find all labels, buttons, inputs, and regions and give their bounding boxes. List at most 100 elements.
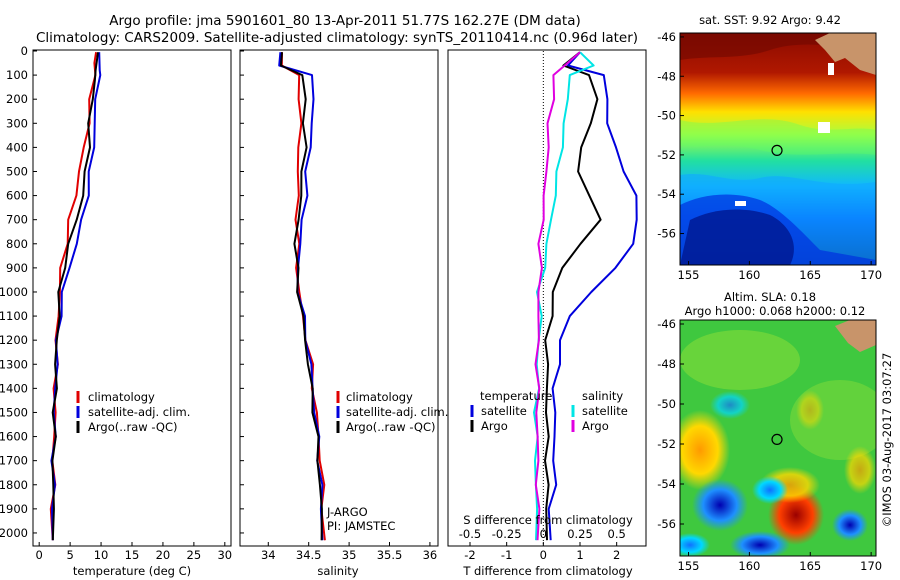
x-tick-label: 155 <box>678 559 700 573</box>
x-tick-label: 170 <box>860 559 882 573</box>
s-tick-label: -0.25 <box>492 527 522 541</box>
legend-label-argo: Argo(..raw -QC) <box>88 420 178 434</box>
x-tick-label: 20 <box>156 548 171 562</box>
y-tick-label: 600 <box>6 189 28 203</box>
figure-title: Argo profile: jma 5901601_80 13-Apr-2011… <box>109 13 581 29</box>
x-tick-label: 35.5 <box>377 548 403 562</box>
legend-label-satellite-adj: satellite-adj. clim. <box>346 405 448 419</box>
sla-map-panel: Altim. SLA: 0.18 Argo h1000: 0.068 h2000… <box>657 290 882 573</box>
y-tick-label: -46 <box>657 317 676 331</box>
x-tick-label: 0 <box>36 548 43 562</box>
y-tick-label: 300 <box>6 116 28 130</box>
legend-label-climatology: climatology <box>346 390 413 404</box>
x-tick-label: 5 <box>66 548 73 562</box>
temperature-legend: climatology satellite-adj. clim. Argo(..… <box>76 390 190 434</box>
land-island <box>735 201 746 206</box>
sst-map-frame <box>679 32 877 266</box>
x-tick-label: 30 <box>217 548 232 562</box>
y-tick-label: 100 <box>6 68 28 82</box>
legend-label-climatology: climatology <box>88 390 155 404</box>
y-tick-label: -48 <box>657 357 676 371</box>
s-tick-label: -0.5 <box>459 527 481 541</box>
land-island <box>828 63 834 75</box>
difference-legend: temperature salinity satellite Argo sate… <box>470 389 628 433</box>
argo-float-marker <box>771 433 783 445</box>
legend-label-argo: Argo(..raw -QC) <box>346 420 436 434</box>
x-tick-label: 160 <box>738 268 760 282</box>
y-tick-label: -52 <box>657 148 676 162</box>
legend-header-salinity: salinity <box>582 389 623 403</box>
sst-heatmap <box>680 33 876 265</box>
y-tick-label: 1600 <box>0 430 28 444</box>
legend-label-s-satellite: satellite <box>582 404 628 418</box>
y-tick-label: 900 <box>6 261 28 275</box>
temperature-axes <box>32 49 232 547</box>
salinity-legend: climatology satellite-adj. clim. Argo(..… <box>336 390 448 434</box>
sst-map-panel: sat. SST: 9.92 Argo: 9.42 155 160 165 170 -4… <box>657 13 882 282</box>
salinity-panel: 34 34.5 35 35.5 36 climatology satellite-adj… <box>239 49 448 578</box>
legend-header-temperature: temperature <box>480 389 552 403</box>
series-line-argo <box>544 51 602 541</box>
figure-subtitle: Climatology: CARS2009. Satellite-adjuste… <box>36 30 638 46</box>
x-tick-label: 10 <box>94 548 109 562</box>
x-tick-label: 165 <box>799 559 821 573</box>
t-difference-xlabel: T difference from climatology <box>462 564 633 578</box>
sst-map-title: sat. SST: 9.92 Argo: 9.42 <box>699 13 841 27</box>
x-tick-label: 25 <box>187 548 202 562</box>
legend-label-t-satellite: satellite <box>481 404 527 418</box>
legend-label-s-argo: Argo <box>582 419 609 433</box>
y-tick-label: 400 <box>6 140 28 154</box>
temperature-xlabel: temperature (deg C) <box>73 564 191 578</box>
y-tick-label: 1500 <box>0 405 28 419</box>
y-tick-label: -56 <box>657 227 676 241</box>
y-tick-label: 500 <box>6 164 28 178</box>
y-tick-label: 1000 <box>0 285 28 299</box>
x-tick-label: 1 <box>576 548 583 562</box>
x-tick-label: 15 <box>125 548 140 562</box>
y-tick-label: 200 <box>6 92 28 106</box>
series-line-argo-raw-qc- <box>51 52 99 541</box>
y-tick-label: -50 <box>657 109 676 123</box>
y-tick-label: 2000 <box>0 526 28 540</box>
series-line-argo-raw-qc- <box>279 52 323 541</box>
y-tick-label: -52 <box>657 437 676 451</box>
x-tick-label: 34.5 <box>296 548 322 562</box>
salinity-xlabel: salinity <box>317 564 358 578</box>
legend-label-t-argo: Argo <box>481 419 508 433</box>
difference-panel: -2 -1 0 1 2 temperature salinity satellite A… <box>447 49 647 578</box>
x-tick-label: 165 <box>799 268 821 282</box>
x-tick-label: 0 <box>540 548 547 562</box>
x-tick-label: 34 <box>261 548 276 562</box>
temperature-panel: 0100200300400500600700800900100011001200… <box>0 44 232 578</box>
y-tick-label: 1700 <box>0 454 28 468</box>
land-island <box>818 122 830 133</box>
series-line-satellite <box>547 51 638 541</box>
land-mass <box>835 320 876 352</box>
y-tick-label: -48 <box>657 69 676 83</box>
argo-float-marker <box>771 144 783 156</box>
x-tick-label: 35 <box>342 548 357 562</box>
y-tick-label: 1900 <box>0 502 28 516</box>
y-tick-label: -56 <box>657 517 676 531</box>
y-tick-label: 1400 <box>0 381 28 395</box>
salinity-annotation-jargo: J-ARGO <box>326 505 368 519</box>
y-tick-label: -46 <box>657 30 676 44</box>
y-tick-label: 700 <box>6 213 28 227</box>
land-mass <box>815 33 876 75</box>
s-difference-label: S difference from climatology <box>463 513 633 527</box>
y-tick-label: 1800 <box>0 478 28 492</box>
y-tick-label: 800 <box>6 237 28 251</box>
salinity-axes <box>239 49 439 547</box>
x-tick-label: 155 <box>678 268 700 282</box>
y-tick-label: -54 <box>657 477 676 491</box>
sla-map-title-line1: Altim. SLA: 0.18 <box>724 290 816 304</box>
y-tick-label: 1200 <box>0 333 28 347</box>
x-tick-label: 2 <box>613 548 620 562</box>
sla-map-frame <box>679 319 877 557</box>
y-tick-label: 1100 <box>0 309 28 323</box>
s-tick-label: 0.5 <box>608 527 626 541</box>
y-tick-label: 0 <box>21 44 28 58</box>
salinity-annotation-pi: PI: JAMSTEC <box>327 519 395 533</box>
x-tick-label: -2 <box>464 548 475 562</box>
